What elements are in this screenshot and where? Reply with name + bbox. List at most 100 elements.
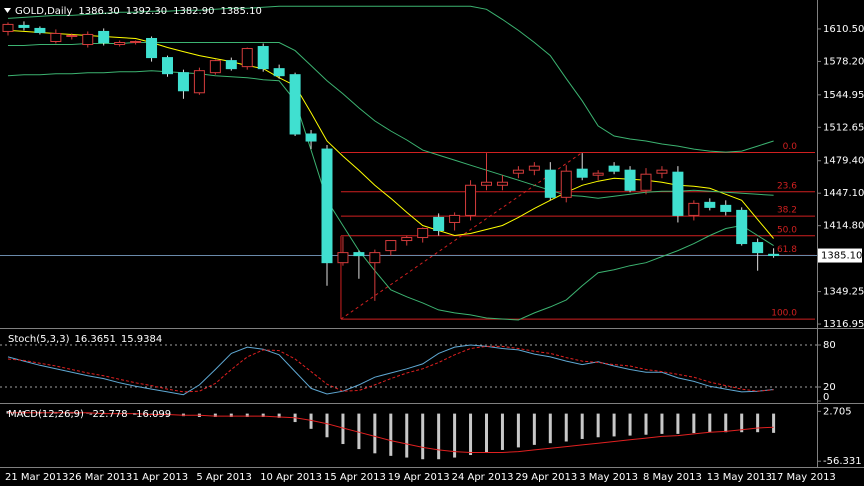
macd-bar: [740, 413, 744, 433]
y-tick-label: 1512.65: [823, 122, 864, 133]
indicator-line: [7, 70, 774, 321]
candle-body: [289, 74, 301, 135]
indicator-header: MACD(12,26,9) -22.778 -16.099: [8, 409, 171, 420]
macd-bar: [277, 413, 281, 418]
candle-body: [608, 165, 620, 172]
candle-body: [433, 216, 445, 231]
x-tick-label: 21 Mar 2013: [5, 472, 68, 483]
candle-body: [465, 184, 477, 216]
candle-body: [385, 240, 397, 252]
y-tick-label: 1349.25: [823, 287, 864, 298]
x-tick-label: 24 Apr 2013: [452, 472, 514, 483]
macd-bar: [580, 413, 584, 439]
x-tick-label: 1 Apr 2013: [133, 472, 188, 483]
chart-header: GOLD,Daily 1386.30 1392.30 1382.90 1385.10: [15, 6, 262, 17]
ohlc-value: 1382.90: [173, 6, 214, 17]
macd-bar: [437, 413, 441, 460]
macd-bar: [708, 413, 712, 433]
macd-bar: [373, 413, 377, 454]
indicator-value: -22.778: [89, 409, 128, 420]
indicator-name: MACD(12,26,9): [8, 409, 84, 420]
candle-body: [162, 57, 173, 75]
macd-bar: [692, 413, 696, 434]
indicator-line: [7, 5, 774, 153]
candle-body: [2, 23, 14, 32]
candle-body: [193, 70, 205, 94]
indicator-value: 15.9384: [121, 334, 162, 345]
fib-label: 50.0: [777, 225, 797, 235]
candle-body: [209, 60, 221, 74]
macd-bar: [453, 413, 457, 458]
macd-bar: [485, 413, 488, 453]
indicator-name: Stoch(5,3,3): [8, 334, 70, 345]
fib-label: 100.0: [771, 309, 797, 319]
candle-body: [50, 32, 62, 43]
macd-bar: [548, 413, 552, 444]
macd-bar: [772, 413, 776, 433]
macd-bar: [756, 413, 760, 433]
macd-bar: [357, 413, 361, 450]
candle-body: [321, 148, 333, 264]
y-tick-label: -56.331: [823, 456, 862, 467]
candle-body: [576, 168, 588, 178]
ohlc-value: 1385.10: [220, 6, 261, 17]
macd-bar: [612, 413, 616, 437]
macd-bar: [421, 413, 425, 460]
candle-body: [672, 171, 684, 216]
candle-body: [369, 252, 381, 264]
x-tick-label: 15 Apr 2013: [324, 472, 386, 483]
candle-body: [305, 133, 317, 142]
candle-body: [752, 242, 764, 254]
symbol: GOLD,Daily: [15, 6, 72, 17]
macd-bar: [325, 413, 329, 438]
x-tick-label: 19 Apr 2013: [388, 472, 450, 483]
candle-body: [592, 172, 604, 176]
fib-label: 0.0: [783, 142, 798, 152]
macd-bar: [628, 413, 632, 436]
macd-bar: [596, 413, 600, 438]
y-tick-label: 80: [823, 340, 836, 351]
x-tick-label: 3 May 2013: [579, 472, 638, 483]
macd-bar: [261, 413, 265, 417]
indicator-line: [8, 412, 774, 453]
x-tick-label: 5 Apr 2013: [196, 472, 251, 483]
candle-body: [177, 72, 189, 92]
candle-body: [544, 169, 556, 198]
macd-bar: [309, 413, 313, 429]
candle-body: [736, 209, 748, 245]
macd-bar: [245, 413, 249, 417]
y-tick-label: 1447.10: [823, 188, 864, 199]
candle-body: [66, 34, 78, 37]
candle-body: [656, 169, 668, 174]
fib-label: 38.2: [777, 206, 797, 216]
indicator-value: -16.099: [133, 409, 172, 420]
y-tick-label: 1610.50: [823, 24, 864, 35]
candle-body: [18, 24, 30, 28]
macd-bar: [469, 413, 473, 456]
macd-bar: [341, 413, 345, 445]
macd-bar: [389, 413, 393, 456]
candle-body: [82, 33, 94, 46]
candle-body: [225, 60, 237, 70]
x-tick-label: 13 May 2013: [707, 472, 772, 483]
macd-bar: [676, 413, 680, 434]
candle-body: [353, 252, 365, 257]
candle-body: [481, 181, 492, 186]
ohlc-value: 1392.30: [126, 6, 167, 17]
x-tick-label: 29 Apr 2013: [515, 472, 577, 483]
indicator-value: 16.3651: [74, 334, 115, 345]
menu-triangle: [4, 8, 11, 13]
fib-label: 61.8: [777, 245, 797, 255]
candle-body: [449, 214, 461, 223]
candle-body: [146, 37, 158, 59]
indicator-line: [7, 345, 774, 393]
x-tick-label: 10 Apr 2013: [260, 472, 322, 483]
candle-body: [528, 165, 540, 171]
macd-bar: [229, 413, 233, 417]
candle-body: [704, 201, 716, 208]
candle-body: [512, 169, 524, 174]
fib-label: 23.6: [777, 181, 797, 191]
candle-body: [624, 169, 636, 191]
x-tick-label: 26 Mar 2013: [69, 472, 132, 483]
